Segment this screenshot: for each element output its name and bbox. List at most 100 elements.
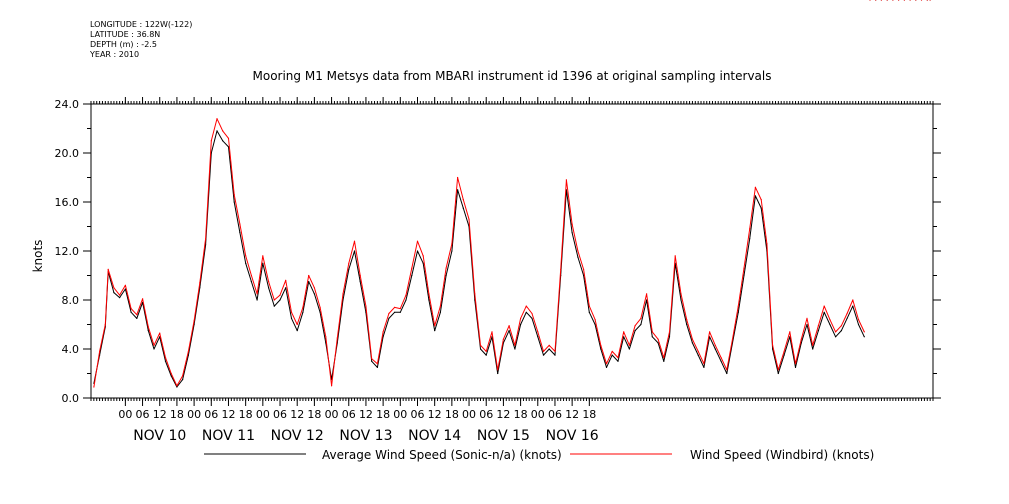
data-point-1 [926, 0, 928, 1]
data-point-0 [611, 354, 613, 356]
data-point-0 [353, 250, 356, 252]
data-point-1 [136, 314, 138, 316]
data-point-1 [731, 338, 734, 340]
data-point-1 [623, 331, 625, 333]
data-point-0 [119, 297, 121, 299]
data-point-1 [159, 332, 161, 334]
data-point-1 [840, 325, 843, 327]
data-point-0 [863, 336, 865, 338]
x-hour-tick-label: 12 [290, 408, 304, 421]
latitude-label: LATITUDE : 36.8N [90, 30, 161, 39]
data-point-1 [99, 350, 101, 352]
x-hour-tick-label: 06 [479, 408, 493, 421]
data-point-1 [726, 369, 728, 371]
x-hour-tick-label: 18 [445, 408, 459, 421]
data-point-1 [388, 312, 390, 315]
data-point-1 [113, 287, 115, 289]
x-hour-tick-label: 00 [462, 408, 476, 421]
data-point-0 [382, 336, 384, 338]
data-point-0 [835, 336, 837, 338]
data-point-1 [737, 305, 739, 307]
data-point-0 [571, 232, 573, 234]
data-point-1 [542, 350, 545, 352]
data-point-1 [651, 331, 653, 333]
data-point-0 [548, 348, 550, 350]
x-hour-tick-label: 12 [565, 408, 579, 421]
data-point-0 [405, 299, 407, 301]
x-day-label: NOV 14 [408, 428, 461, 444]
x-hour-tick-label: 18 [170, 408, 184, 421]
data-point-0 [588, 311, 590, 313]
data-point-1 [296, 323, 298, 326]
data-point-1 [285, 279, 287, 281]
data-point-1 [222, 130, 224, 132]
data-point-0 [170, 375, 172, 377]
data-point-1 [382, 331, 384, 333]
data-point-1 [823, 305, 825, 307]
data-point-0 [823, 311, 825, 313]
x-hour-tick-label: 00 [531, 408, 545, 421]
data-point-0 [416, 250, 419, 252]
data-point-1 [164, 357, 167, 359]
data-point-1 [749, 228, 751, 230]
data-point-1 [915, 0, 917, 1]
data-point-1 [353, 240, 356, 242]
x-hour-tick-label: 18 [514, 408, 528, 421]
data-point-1 [434, 325, 436, 327]
series-layer [93, 0, 931, 388]
data-point-0 [697, 354, 699, 356]
data-point-0 [737, 311, 739, 313]
data-point-0 [623, 336, 625, 338]
x-hour-tick-label: 12 [153, 408, 167, 421]
data-point-1 [250, 274, 252, 277]
data-point-0 [394, 311, 396, 313]
data-point-0 [273, 305, 275, 307]
data-point-1 [869, 0, 871, 1]
data-point-0 [651, 336, 653, 338]
data-point-1 [760, 199, 762, 201]
data-point-1 [245, 255, 247, 257]
data-point-1 [124, 284, 126, 286]
series-line-0 [93, 130, 865, 388]
data-point-0 [176, 386, 178, 388]
longitude-label: LONGITUDE : 122W(-122) [90, 20, 193, 29]
data-point-0 [359, 281, 361, 283]
metadata-block: LONGITUDE : 122W(-122) LATITUDE : 36.8N … [90, 20, 192, 60]
data-point-0 [743, 274, 745, 277]
x-hour-tick-label: 18 [307, 408, 321, 421]
data-point-0 [680, 299, 682, 301]
data-point-0 [239, 232, 241, 234]
data-point-1 [697, 350, 699, 352]
data-point-0 [852, 305, 854, 307]
data-point-1 [308, 274, 310, 277]
data-point-1 [428, 293, 430, 295]
x-hour-tick-label: 06 [273, 408, 287, 421]
data-point-0 [754, 195, 757, 197]
data-point-1 [554, 350, 556, 352]
data-point-1 [611, 350, 613, 352]
data-point-1 [348, 262, 350, 264]
data-point-1 [502, 338, 504, 340]
data-point-1 [565, 179, 568, 181]
data-point-0 [153, 348, 155, 350]
data-point-0 [749, 238, 751, 240]
data-point-1 [537, 331, 539, 333]
data-point-1 [313, 287, 315, 289]
data-point-0 [594, 323, 596, 326]
data-point-1 [514, 344, 516, 346]
y-tick-label: 12.0 [55, 245, 80, 258]
data-point-1 [754, 186, 757, 188]
data-point-1 [686, 319, 688, 321]
data-point-1 [479, 344, 482, 346]
data-point-0 [319, 311, 321, 313]
data-point-1 [657, 338, 659, 340]
data-point-1 [468, 218, 470, 220]
y-tick-label: 20.0 [55, 147, 80, 160]
data-point-1 [445, 267, 447, 269]
x-hour-tick-label: 00 [187, 408, 201, 421]
data-point-1 [800, 338, 802, 340]
data-point-0 [709, 336, 711, 338]
data-point-0 [525, 311, 527, 313]
axes: 00 06 12 18 00 06 12 18 00 06 12 18 00 06 12 18 00 06 12 18… [55, 97, 941, 444]
